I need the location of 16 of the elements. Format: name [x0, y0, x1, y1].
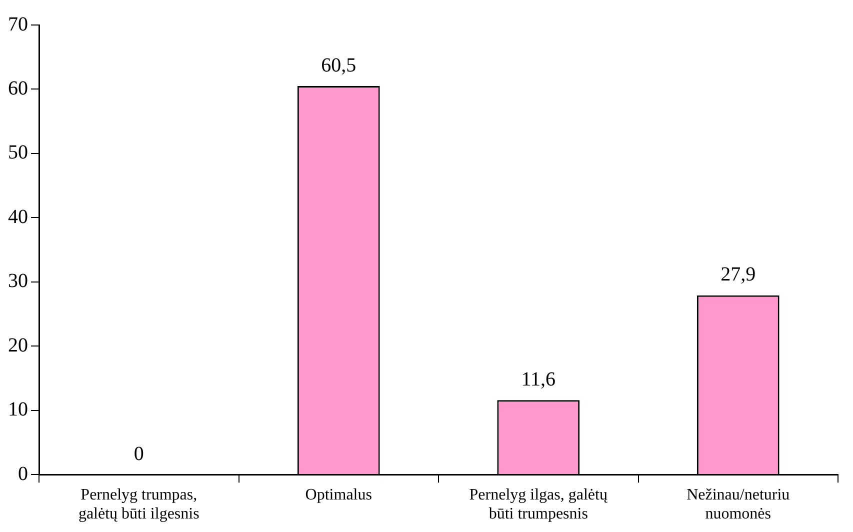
x-tick-label: Pernelyg ilgas, galėtų būti trumpesnis	[469, 486, 608, 523]
y-tick-label: 10	[8, 398, 28, 421]
y-tick-label: 0	[18, 462, 28, 485]
data-label: 27,9	[720, 264, 756, 286]
y-tick-label: 40	[8, 206, 28, 228]
y-tick-label: 70	[8, 13, 28, 36]
x-tick-label: Pernelyg trumpas, galėtų būti ilgesnis	[78, 486, 200, 523]
y-tick-label: 50	[8, 142, 28, 164]
data-label: 60,5	[321, 54, 356, 76]
data-label: 11,6	[521, 368, 556, 390]
x-tick-label: Nežinau/neturiu nuomonės	[686, 486, 790, 523]
y-tick-label: 20	[8, 334, 28, 356]
y-tick-label: 30	[8, 270, 28, 292]
y-tick-label: 60	[8, 77, 28, 100]
data-label: 0	[134, 442, 144, 465]
x-tick-label: Optimalus	[305, 486, 372, 504]
